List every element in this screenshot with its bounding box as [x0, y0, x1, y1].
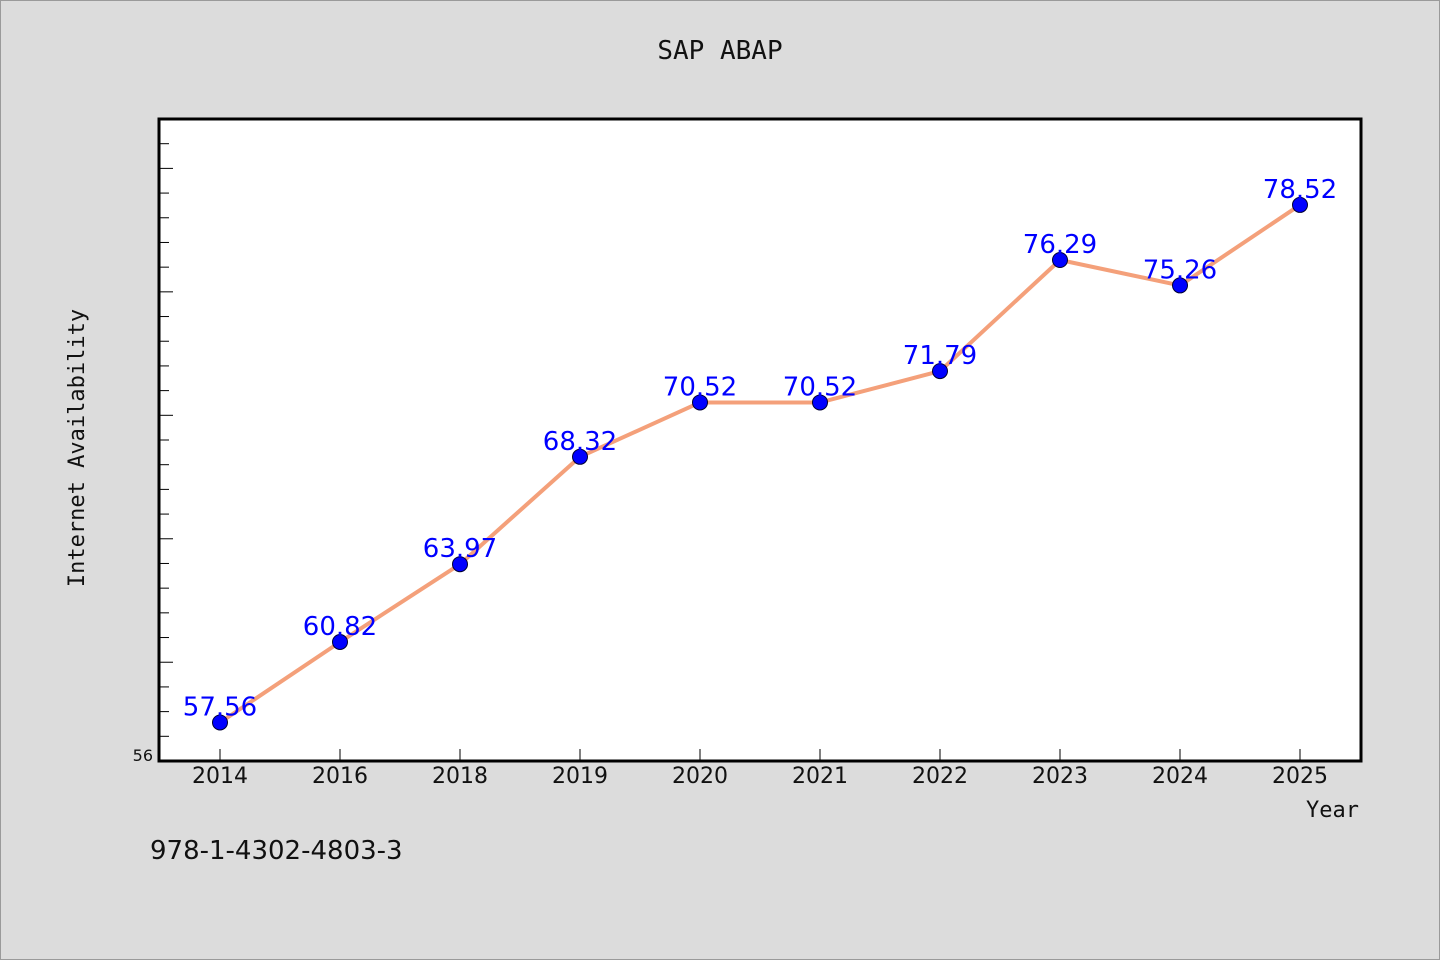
- series-layer: [212, 196, 1308, 731]
- data-point-marker: [452, 556, 468, 573]
- x-tick-label: 2020: [672, 764, 728, 789]
- data-label: 68.32: [543, 427, 617, 457]
- chart-title: SAP ABAP: [657, 36, 783, 66]
- data-label: 63.97: [423, 534, 497, 564]
- data-point-marker: [572, 448, 588, 465]
- data-point-marker: [332, 633, 348, 650]
- x-tick-label: 2022: [912, 764, 968, 789]
- series-line: [218, 203, 1302, 725]
- data-label: 60.82: [303, 612, 377, 642]
- x-tick-label: 2023: [1032, 764, 1088, 789]
- data-label-layer: 57.56 60.82 63.97 68.32 70.52 70.52 71.79 76.29…: [183, 175, 1337, 723]
- data-label: 70.52: [783, 372, 857, 402]
- y-axis-ticks: 56: [133, 143, 173, 765]
- data-point-marker: [1052, 251, 1068, 268]
- x-tick-label: 2024: [1152, 764, 1208, 789]
- data-point-marker: [1172, 277, 1188, 294]
- data-label: 70.52: [663, 372, 737, 402]
- y-tick-label: 56: [133, 746, 153, 765]
- data-point-marker: [692, 394, 708, 411]
- data-label: 57.56: [183, 692, 257, 722]
- data-point-marker: [1292, 196, 1308, 213]
- data-label: 78.52: [1263, 175, 1337, 205]
- data-label: 76.29: [1023, 230, 1097, 260]
- x-tick-label: 2014: [192, 764, 248, 789]
- isbn-footer: 978-1-4302-4803-3: [150, 836, 403, 866]
- data-label: 71.79: [903, 341, 977, 371]
- x-tick-label: 2019: [552, 764, 608, 789]
- x-axis-title: Year: [1306, 798, 1359, 823]
- data-label: 75.26: [1143, 255, 1217, 285]
- data-point-marker: [212, 714, 228, 731]
- x-tick-label: 2021: [792, 764, 848, 789]
- x-axis-ticks: 2014 2016 2018 2019 2020 2021 2022 2023 2024 2025: [192, 749, 1328, 789]
- plot-area: [157, 117, 1363, 763]
- x-tick-label: 2018: [432, 764, 488, 789]
- data-point-marker: [932, 363, 948, 380]
- x-tick-label: 2025: [1272, 764, 1328, 789]
- x-tick-label: 2016: [312, 764, 368, 789]
- data-point-marker: [812, 394, 828, 411]
- y-axis-title: Internet Availability: [65, 309, 90, 587]
